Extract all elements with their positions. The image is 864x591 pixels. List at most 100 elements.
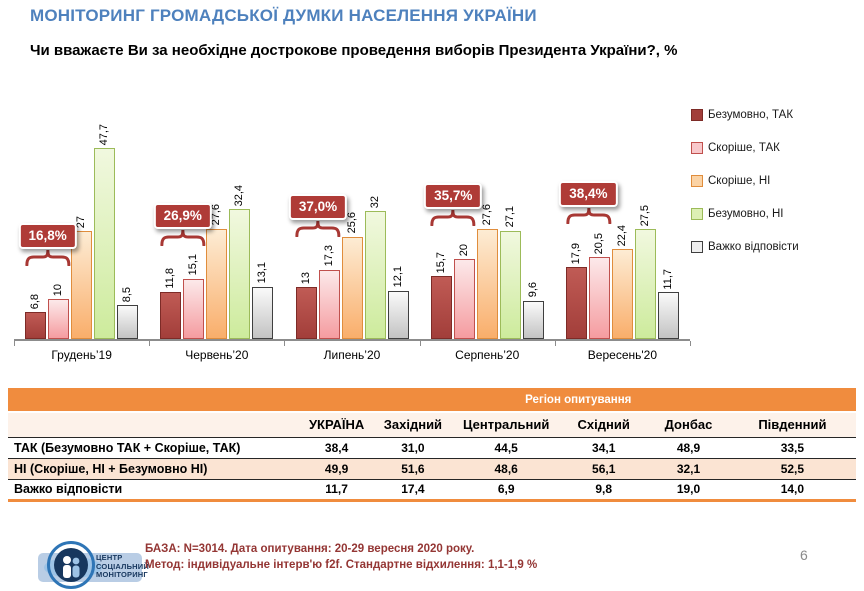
sum-callout: 26,9% bbox=[153, 202, 212, 246]
category-label: Грудень’19 bbox=[51, 348, 112, 362]
table-value: 56,1 bbox=[559, 458, 649, 480]
bar-value-label: 27,6 bbox=[210, 204, 223, 226]
table-header-region-row: Регіон опитування bbox=[8, 388, 856, 413]
bar-series-1 bbox=[430, 276, 452, 339]
sum-callout: 35,7% bbox=[424, 183, 483, 226]
bar-value-label: 27,6 bbox=[480, 204, 493, 226]
row-label: НІ (Скоріше, НІ + Безумовно НІ) bbox=[8, 458, 301, 480]
region-column-header: Південний bbox=[728, 412, 856, 438]
legend-item: Безумовно, НІ bbox=[691, 207, 859, 220]
callout-label: 38,4% bbox=[559, 181, 618, 207]
table-value: 14,0 bbox=[728, 479, 856, 501]
table-value: 51,6 bbox=[372, 458, 454, 480]
bar-series-3 bbox=[206, 228, 228, 339]
legend-item: Безумовно, ТАК bbox=[691, 108, 859, 121]
table-value: 6,9 bbox=[453, 479, 560, 501]
category-label: Серпень’20 bbox=[455, 348, 520, 362]
bar-value-label: 47,7 bbox=[98, 123, 111, 146]
table-value: 34,1 bbox=[559, 437, 649, 459]
chart-question-title: Чи вважаєте Ви за необхідне дострокове п… bbox=[30, 42, 678, 59]
bar-slot: 11,8 bbox=[160, 268, 182, 339]
table-value: 48,9 bbox=[648, 437, 729, 459]
bar-series-3 bbox=[341, 236, 363, 339]
bar-slot: 25,6 bbox=[341, 212, 363, 339]
bar-value-label: 8,5 bbox=[121, 286, 134, 302]
bar-slot: 22,4 bbox=[611, 225, 633, 339]
bar-series-1 bbox=[565, 267, 587, 339]
legend-label: Безумовно, НІ bbox=[708, 207, 784, 220]
bar-value-label: 12,1 bbox=[391, 266, 404, 288]
bar-group-4: 15,7 20 27,6 27,1 9,6 35,7% bbox=[420, 100, 555, 339]
table-row: Важко відповісти 11,7 17,4 6,9 9,8 19,0 14,0 bbox=[8, 479, 856, 501]
bar-series-1 bbox=[295, 287, 317, 339]
bar-slot: 13 bbox=[295, 272, 317, 339]
legend-swatch bbox=[691, 240, 703, 253]
bar-series-3 bbox=[71, 231, 93, 339]
axis-tick bbox=[284, 341, 286, 346]
bar-series-2 bbox=[183, 278, 205, 339]
logo-text-line: МОНІТОРИНГ bbox=[96, 570, 148, 579]
legend-swatch bbox=[691, 141, 703, 154]
bar-series-3 bbox=[611, 249, 633, 339]
callout-label: 26,9% bbox=[153, 202, 212, 229]
bar-slot: 6,8 bbox=[25, 294, 47, 339]
legend-swatch bbox=[691, 207, 703, 220]
bar-value-label: 11,7 bbox=[661, 268, 674, 290]
bar-value-label: 25,6 bbox=[345, 212, 358, 234]
bar-slot: 10 bbox=[48, 284, 70, 339]
callout-label: 35,7% bbox=[424, 183, 483, 209]
bar-series-1 bbox=[25, 311, 47, 339]
bar-series-2 bbox=[48, 299, 70, 339]
axis-tick bbox=[149, 341, 151, 346]
bar-value-label: 20 bbox=[457, 243, 470, 256]
region-column-header: Західний bbox=[372, 412, 454, 438]
table-value: 32,1 bbox=[648, 458, 729, 480]
bar-value-label: 32,4 bbox=[233, 184, 246, 207]
table-value: 49,9 bbox=[300, 458, 373, 480]
table-region-header: Регіон опитування bbox=[300, 388, 856, 413]
bar-slot: 47,7 bbox=[94, 123, 116, 339]
bar-series-4 bbox=[634, 229, 656, 339]
regions-table: Регіон опитування УКРАЇНА Західний Централ… bbox=[8, 388, 856, 502]
logo-text: ЦЕНТР СОЦІАЛЬНИЙ МОНІТОРИНГ bbox=[96, 553, 149, 580]
bar-slot: 13,1 bbox=[252, 262, 274, 339]
callout-brace bbox=[25, 249, 71, 266]
bar-value-label: 9,6 bbox=[526, 282, 539, 298]
bar-series-5 bbox=[657, 292, 679, 339]
table-value: 38,4 bbox=[300, 437, 373, 459]
row-label: Важко відповісти bbox=[8, 479, 301, 501]
axis-tick bbox=[554, 341, 556, 346]
bar-value-label: 17,9 bbox=[569, 242, 582, 265]
category-label: Липень’20 bbox=[323, 348, 381, 362]
bar-slot: 12,1 bbox=[387, 266, 409, 339]
bar-value-label: 15,1 bbox=[187, 254, 200, 276]
bar-series-4 bbox=[229, 209, 251, 339]
survey-base-note: БАЗА: N=3014. Дата опитування: 20-29 вер… bbox=[145, 541, 537, 573]
legend-item: Скоріше, НІ bbox=[691, 174, 859, 187]
region-column-header: Центральний bbox=[453, 412, 560, 438]
bar-slot: 8,5 bbox=[117, 286, 139, 339]
axis-tick bbox=[419, 341, 421, 346]
table-value: 17,4 bbox=[372, 479, 454, 501]
bar-group-2: 11,8 15,1 27,6 32,4 13,1 26,9% bbox=[149, 100, 284, 339]
legend-label: Безумовно, ТАК bbox=[708, 108, 794, 121]
legend-item: Важко відповісти bbox=[691, 240, 859, 253]
bar-value-label: 27,1 bbox=[503, 206, 516, 228]
chart-legend: Безумовно, ТАК Скоріше, ТАК Скоріше, НІ Без… bbox=[691, 108, 859, 273]
legend-label: Скоріше, ТАК bbox=[708, 141, 780, 154]
callout-brace bbox=[430, 209, 476, 226]
bar-chart-plot-area: 6,8 10 27 47,7 8,5 16,8% 11,8 15,1 27,6 32,4 13,1 2… bbox=[14, 100, 690, 341]
bar-value-label: 17,3 bbox=[322, 245, 335, 267]
table-value: 48,6 bbox=[453, 458, 560, 480]
table-value: 9,8 bbox=[559, 479, 649, 501]
bar-slot: 11,7 bbox=[657, 268, 679, 339]
bar-slot: 20 bbox=[453, 243, 475, 339]
table-row: НІ (Скоріше, НІ + Безумовно НІ) 49,9 51,6 4… bbox=[8, 458, 856, 480]
bar-value-label: 32 bbox=[368, 195, 381, 208]
bar-group-3: 13 17,3 25,6 32 12,1 37,0% bbox=[284, 100, 419, 339]
bar-slot: 27 bbox=[71, 216, 93, 339]
page-number: 6 bbox=[800, 547, 808, 563]
bar-slot: 27,6 bbox=[206, 204, 228, 339]
callout-brace bbox=[565, 207, 611, 224]
bar-series-5 bbox=[387, 290, 409, 339]
